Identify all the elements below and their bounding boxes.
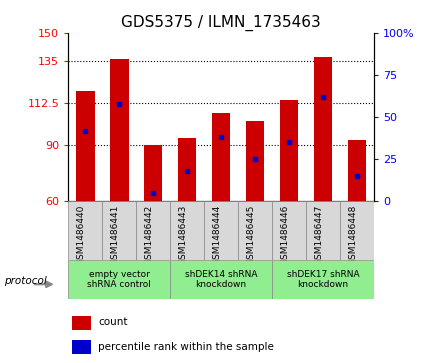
FancyBboxPatch shape (170, 260, 272, 299)
Bar (348, 139, 367, 201)
Text: GSM1486445: GSM1486445 (246, 204, 255, 265)
FancyBboxPatch shape (136, 201, 170, 260)
Text: GSM1486447: GSM1486447 (314, 204, 323, 265)
FancyBboxPatch shape (306, 201, 340, 260)
Text: GSM1486441: GSM1486441 (110, 204, 119, 265)
Bar (212, 113, 231, 201)
Text: GSM1486442: GSM1486442 (144, 204, 153, 265)
Text: GSM1486444: GSM1486444 (212, 204, 221, 265)
Bar (314, 57, 332, 201)
FancyBboxPatch shape (170, 201, 204, 260)
Text: shDEK14 shRNA
knockdown: shDEK14 shRNA knockdown (185, 270, 257, 289)
FancyBboxPatch shape (272, 201, 306, 260)
Bar (76, 91, 95, 201)
FancyBboxPatch shape (272, 260, 374, 299)
Text: GSM1486448: GSM1486448 (348, 204, 357, 265)
Text: percentile rank within the sample: percentile rank within the sample (98, 342, 274, 352)
Bar (280, 100, 298, 201)
FancyBboxPatch shape (68, 260, 170, 299)
Bar (144, 145, 162, 201)
Bar (246, 121, 264, 201)
Title: GDS5375 / ILMN_1735463: GDS5375 / ILMN_1735463 (121, 15, 321, 31)
Text: GSM1486440: GSM1486440 (76, 204, 85, 265)
Text: shDEK17 shRNA
knockdown: shDEK17 shRNA knockdown (287, 270, 359, 289)
Bar (178, 138, 197, 201)
Text: empty vector
shRNA control: empty vector shRNA control (87, 270, 151, 289)
Bar (72, 316, 91, 330)
FancyBboxPatch shape (68, 201, 102, 260)
Text: protocol: protocol (4, 276, 47, 286)
Bar (72, 340, 91, 354)
Text: count: count (98, 317, 128, 327)
FancyBboxPatch shape (102, 201, 136, 260)
FancyBboxPatch shape (204, 201, 238, 260)
FancyBboxPatch shape (238, 201, 272, 260)
Text: GSM1486446: GSM1486446 (280, 204, 289, 265)
Text: GSM1486443: GSM1486443 (178, 204, 187, 265)
FancyBboxPatch shape (340, 201, 374, 260)
Bar (110, 59, 128, 201)
